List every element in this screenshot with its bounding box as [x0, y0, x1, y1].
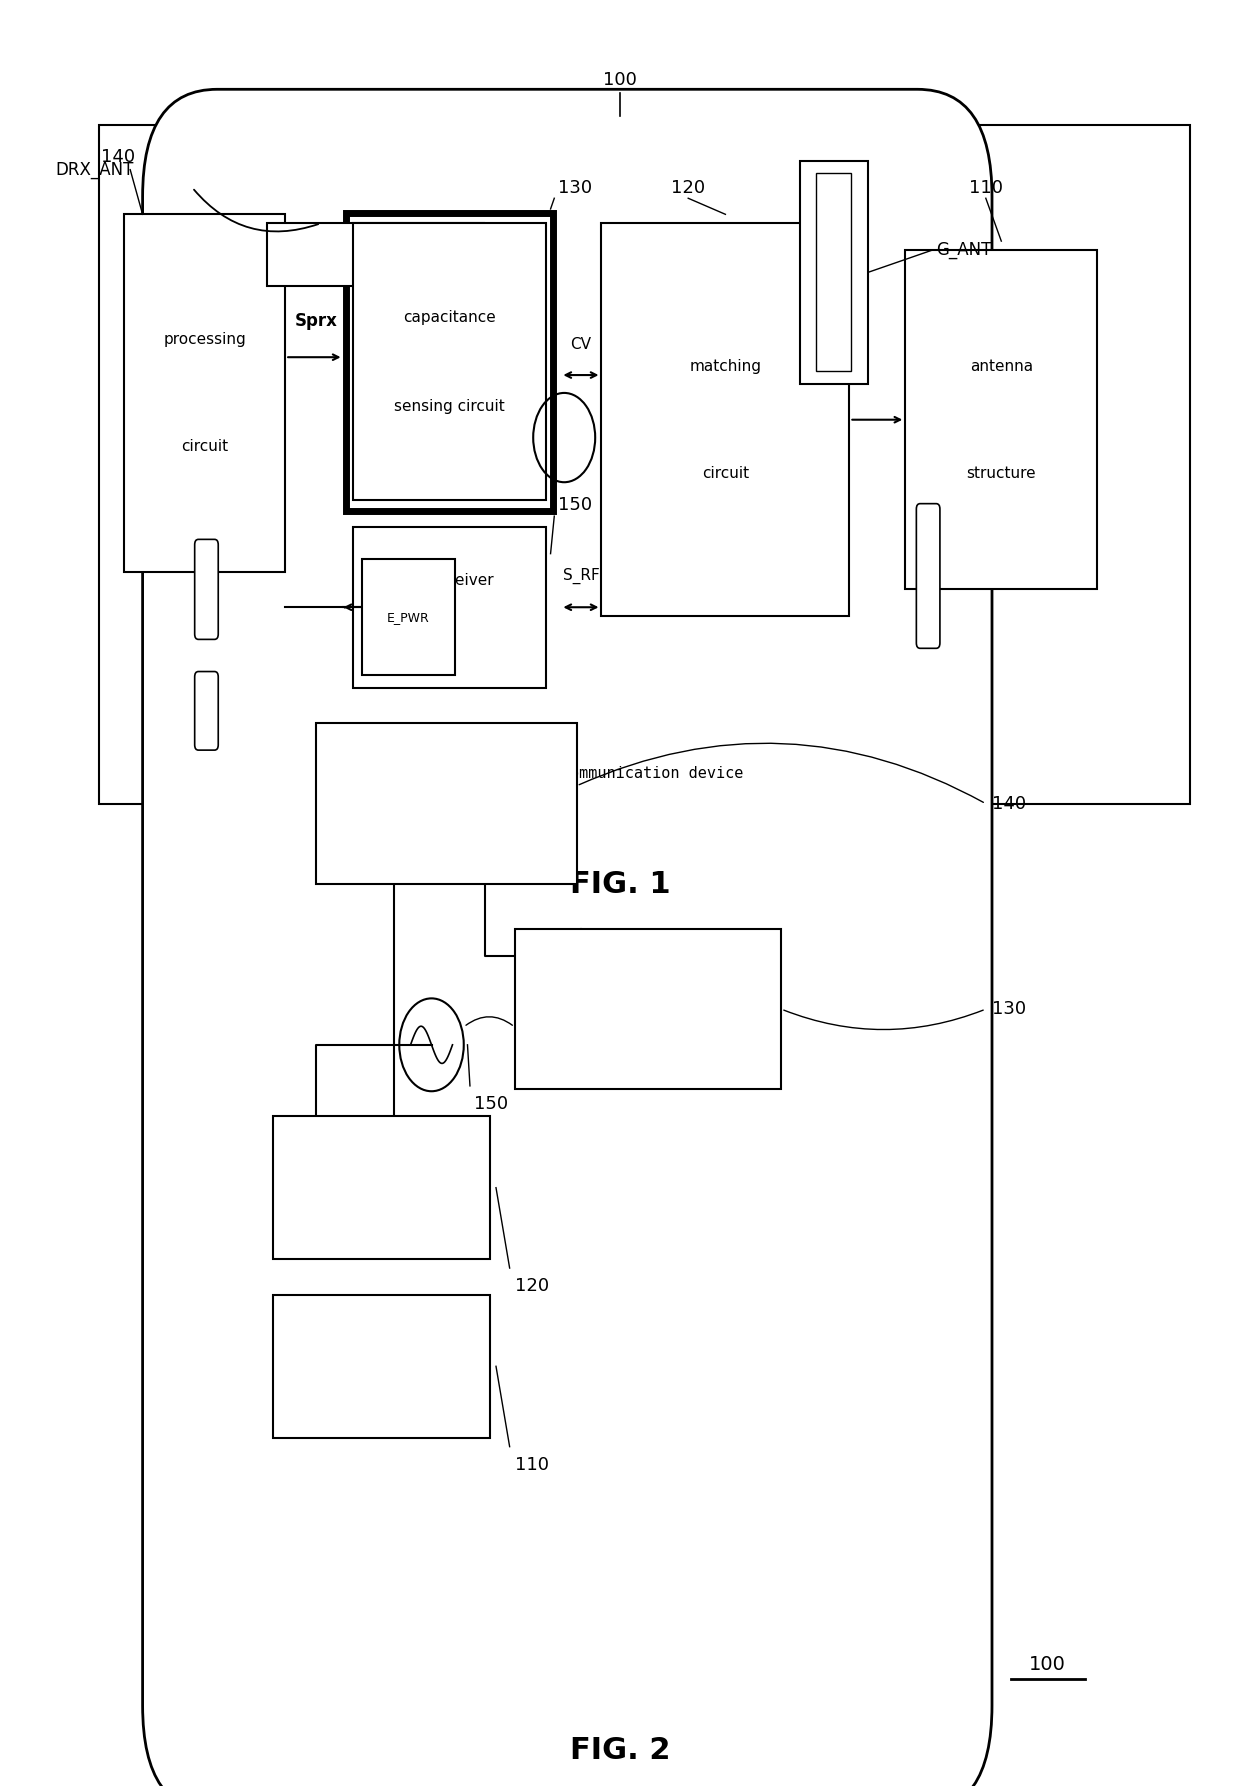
- Text: CV: CV: [570, 338, 591, 352]
- Text: S_RF: S_RF: [563, 568, 599, 584]
- FancyBboxPatch shape: [353, 223, 546, 500]
- Text: capacitance: capacitance: [606, 966, 689, 981]
- FancyBboxPatch shape: [273, 1116, 490, 1259]
- FancyBboxPatch shape: [515, 929, 781, 1089]
- FancyBboxPatch shape: [124, 214, 285, 572]
- Text: FIG. 1: FIG. 1: [569, 870, 671, 898]
- FancyBboxPatch shape: [99, 125, 1190, 804]
- FancyBboxPatch shape: [916, 504, 940, 648]
- Text: mobile communication device: mobile communication device: [497, 766, 743, 780]
- FancyBboxPatch shape: [143, 89, 992, 1786]
- FancyBboxPatch shape: [195, 672, 218, 750]
- Text: circuit: circuit: [360, 1213, 403, 1227]
- Text: processing: processing: [409, 761, 484, 775]
- Text: 140: 140: [992, 795, 1027, 813]
- Text: processing: processing: [164, 332, 246, 346]
- Text: structure: structure: [966, 466, 1037, 480]
- FancyBboxPatch shape: [195, 539, 218, 639]
- Text: 100: 100: [603, 71, 637, 89]
- Text: circuit: circuit: [425, 832, 467, 847]
- FancyBboxPatch shape: [316, 723, 577, 884]
- Text: structure: structure: [350, 1391, 413, 1406]
- Text: E_PWR: E_PWR: [387, 611, 430, 623]
- FancyBboxPatch shape: [267, 223, 484, 286]
- Text: G_ANT: G_ANT: [936, 241, 992, 259]
- FancyBboxPatch shape: [816, 173, 851, 371]
- FancyBboxPatch shape: [346, 213, 553, 511]
- Text: circuit: circuit: [181, 439, 228, 454]
- FancyBboxPatch shape: [353, 527, 546, 688]
- Text: 150: 150: [474, 1095, 508, 1113]
- FancyBboxPatch shape: [905, 250, 1097, 589]
- Text: 120: 120: [671, 179, 706, 196]
- Text: circuit: circuit: [702, 466, 749, 480]
- Text: 100: 100: [1029, 1656, 1066, 1673]
- FancyBboxPatch shape: [273, 1295, 490, 1438]
- FancyBboxPatch shape: [601, 223, 849, 616]
- Text: Transceiver: Transceiver: [405, 573, 494, 588]
- Text: Sprx: Sprx: [295, 313, 337, 330]
- Text: 150: 150: [558, 497, 593, 514]
- Text: 110: 110: [968, 179, 1003, 196]
- Text: antenna: antenna: [970, 359, 1033, 373]
- Text: 130: 130: [558, 179, 593, 196]
- Text: 110: 110: [515, 1456, 548, 1473]
- Text: DRX_ANT: DRX_ANT: [56, 161, 134, 179]
- Text: matching: matching: [689, 359, 761, 373]
- Text: 140: 140: [100, 148, 135, 166]
- Text: capacitance: capacitance: [403, 309, 496, 325]
- Text: 120: 120: [515, 1277, 549, 1295]
- Text: antenna: antenna: [352, 1327, 410, 1341]
- Text: 130: 130: [992, 1000, 1027, 1018]
- FancyBboxPatch shape: [362, 559, 455, 675]
- FancyBboxPatch shape: [800, 161, 868, 384]
- Text: sensing circuit: sensing circuit: [598, 1038, 698, 1052]
- Text: FIG. 2: FIG. 2: [569, 1736, 671, 1765]
- Text: matching: matching: [348, 1148, 414, 1163]
- Text: sensing circuit: sensing circuit: [394, 398, 505, 414]
